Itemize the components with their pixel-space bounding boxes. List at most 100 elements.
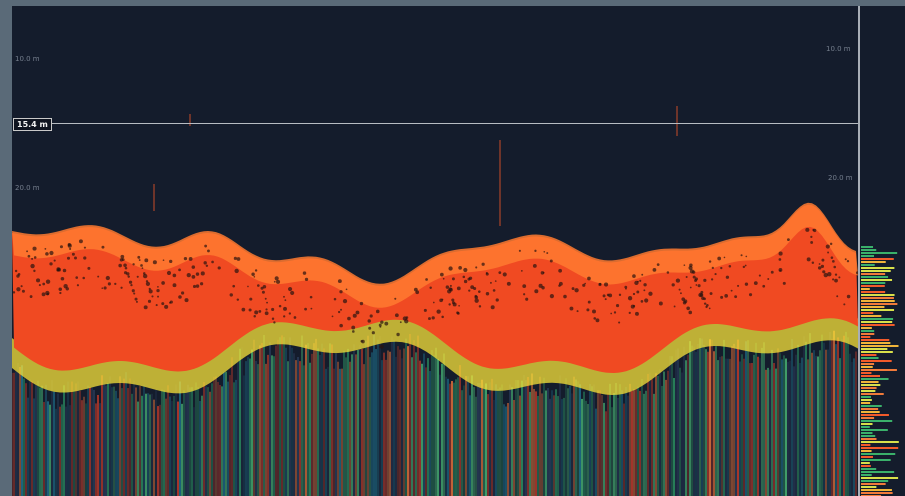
- echo-speckle: [211, 260, 214, 264]
- echo-speckle: [710, 278, 714, 281]
- echo-speckle: [685, 276, 688, 279]
- echo-speckle: [283, 306, 287, 311]
- scale-bar: [861, 456, 873, 458]
- echo-speckle: [834, 273, 838, 276]
- echo-speckle: [87, 266, 91, 270]
- echo-speckle: [264, 297, 267, 300]
- echo-speckle: [161, 302, 165, 306]
- scale-bar: [861, 276, 889, 278]
- scale-bar: [861, 354, 877, 356]
- scale-bar: [861, 327, 872, 329]
- scale-bar: [861, 462, 870, 464]
- echo-speckle: [448, 303, 451, 306]
- echo-speckle: [304, 307, 307, 311]
- echo-speckle: [38, 284, 41, 287]
- echo-speckle: [628, 311, 631, 315]
- echo-speckle: [59, 245, 63, 249]
- echo-speckle: [671, 283, 675, 287]
- scale-bar: [861, 390, 876, 392]
- echo-speckle: [463, 267, 468, 273]
- scale-bar: [861, 450, 872, 452]
- echo-speckle: [818, 263, 821, 265]
- echo-speckle: [186, 273, 191, 278]
- echo-speckle: [448, 266, 453, 271]
- echo-speckle: [302, 271, 307, 275]
- echo-speckle: [470, 285, 475, 290]
- echo-speckle: [595, 318, 600, 323]
- echo-speckle: [379, 325, 382, 328]
- echo-speckle: [770, 270, 774, 274]
- echo-speckle: [593, 317, 597, 320]
- signal-strength-scale: [861, 246, 899, 496]
- echo-speckle: [558, 268, 562, 273]
- scale-bar: [861, 444, 871, 446]
- echo-speckle: [846, 260, 850, 263]
- echo-speckle: [485, 272, 489, 276]
- echo-speckle: [584, 282, 586, 285]
- echo-speckle: [700, 290, 704, 294]
- echo-speckle: [339, 290, 343, 294]
- echo-speckle: [681, 297, 686, 301]
- scale-bar: [861, 411, 880, 413]
- echo-speckle: [184, 298, 189, 303]
- echo-speckle: [522, 284, 527, 288]
- echo-speckle: [703, 278, 707, 282]
- depth-cursor-line[interactable]: [40, 123, 860, 124]
- echo-speckle: [686, 306, 690, 311]
- echo-speckle: [425, 278, 428, 281]
- scale-bar: [861, 339, 890, 341]
- echo-speckle: [33, 269, 36, 273]
- scale-bar: [861, 489, 892, 491]
- echo-speckle: [703, 302, 707, 305]
- echo-speckle: [827, 251, 830, 254]
- scale-bar: [861, 408, 879, 410]
- depth-cursor-readout[interactable]: 15.4 m: [13, 118, 52, 131]
- echo-speckle: [481, 262, 485, 266]
- scale-bar: [861, 318, 894, 320]
- echo-speckle: [69, 247, 72, 250]
- scale-bar: [861, 465, 871, 467]
- echo-speckle: [138, 259, 141, 261]
- echo-speckle: [207, 249, 210, 253]
- echo-speckle: [436, 309, 441, 314]
- echo-speckle: [254, 269, 258, 272]
- scale-bar: [861, 255, 875, 257]
- echo-speckle: [725, 275, 730, 279]
- echo-speckle: [576, 310, 579, 313]
- echo-speckle: [258, 310, 262, 313]
- scale-bar: [861, 366, 873, 368]
- echo-speckle: [261, 290, 265, 294]
- echo-speckle: [169, 301, 172, 304]
- scale-bar: [861, 492, 893, 494]
- echo-speckle: [779, 269, 782, 272]
- echo-speckle: [396, 332, 400, 337]
- echo-speckle: [241, 307, 246, 312]
- echo-speckle: [333, 297, 337, 301]
- scale-bar: [861, 279, 893, 281]
- echo-speckle: [310, 307, 313, 310]
- echo-speckle: [836, 295, 839, 298]
- echo-speckle: [641, 273, 644, 276]
- echo-speckle: [689, 269, 694, 274]
- echo-speckle: [26, 250, 29, 253]
- echo-speckle: [608, 293, 613, 298]
- echo-speckle: [342, 298, 348, 304]
- echo-speckle: [431, 316, 435, 320]
- echo-speckle: [492, 289, 496, 292]
- echo-speckle: [123, 263, 127, 268]
- scale-bar: [861, 330, 875, 332]
- echo-speckle: [810, 241, 814, 244]
- echo-speckle: [478, 290, 481, 293]
- echo-speckle: [737, 284, 740, 287]
- echo-speckle: [485, 292, 490, 296]
- echo-speckle: [367, 319, 371, 323]
- echo-speckle: [42, 282, 46, 286]
- echo-speckle: [688, 310, 693, 315]
- echo-speckle: [636, 290, 640, 294]
- echo-speckle: [428, 317, 431, 321]
- echo-speckle: [266, 301, 268, 304]
- echo-speckle: [762, 284, 766, 288]
- scale-bar: [861, 396, 871, 398]
- scale-bar: [861, 375, 881, 377]
- echo-speckle: [124, 266, 128, 270]
